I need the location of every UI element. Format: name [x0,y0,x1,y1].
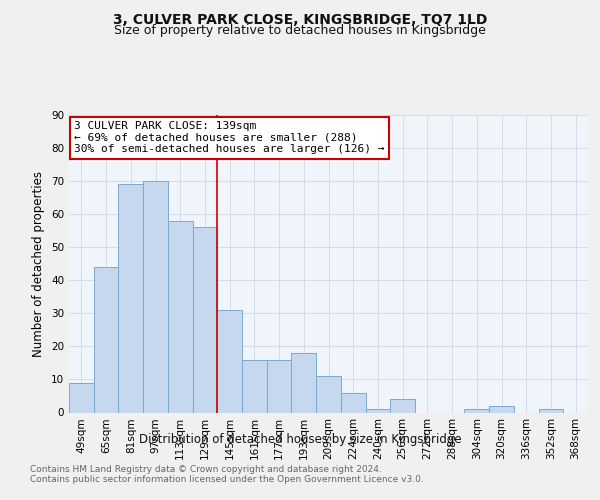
Bar [341,392,365,412]
Bar [365,409,390,412]
Text: Size of property relative to detached houses in Kingsbridge: Size of property relative to detached ho… [114,24,486,37]
Bar [292,353,316,412]
Bar [539,409,563,412]
Bar [316,376,341,412]
Bar [193,228,217,412]
Bar [217,310,242,412]
Text: Distribution of detached houses by size in Kingsbridge: Distribution of detached houses by size … [139,432,461,446]
Bar [267,360,292,412]
Bar [168,221,193,412]
Bar [143,181,168,412]
Y-axis label: Number of detached properties: Number of detached properties [32,171,46,357]
Bar [464,409,489,412]
Text: 3, CULVER PARK CLOSE, KINGSBRIDGE, TQ7 1LD: 3, CULVER PARK CLOSE, KINGSBRIDGE, TQ7 1… [113,12,487,26]
Bar [94,267,118,412]
Text: 3 CULVER PARK CLOSE: 139sqm
← 69% of detached houses are smaller (288)
30% of se: 3 CULVER PARK CLOSE: 139sqm ← 69% of det… [74,121,385,154]
Bar [489,406,514,412]
Bar [242,360,267,412]
Bar [390,400,415,412]
Bar [118,184,143,412]
Text: Contains HM Land Registry data © Crown copyright and database right 2024.
Contai: Contains HM Land Registry data © Crown c… [30,465,424,484]
Bar [69,383,94,412]
